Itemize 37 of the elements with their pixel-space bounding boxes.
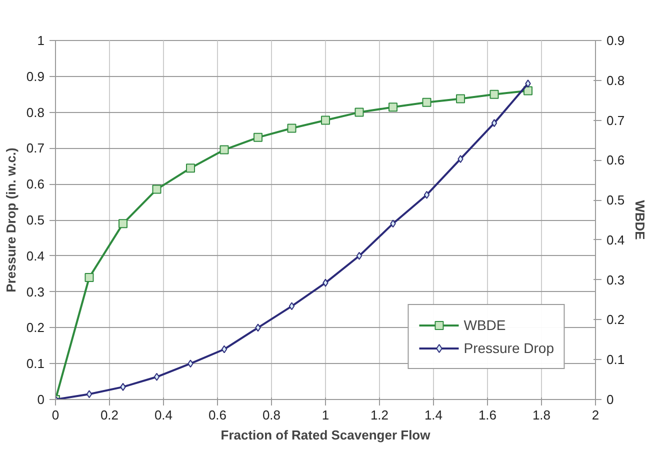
- x-tick-label: 0.2: [100, 408, 119, 422]
- x-tick-label: 0: [52, 408, 60, 422]
- legend-label: Pressure Drop: [464, 340, 554, 356]
- x-tick-label: 1: [322, 408, 330, 422]
- y-axis-title: Pressure Drop (in. w.c.): [3, 148, 18, 292]
- y-tick-label: 0.9: [26, 68, 45, 84]
- y-tick-label: 0.1: [26, 356, 45, 372]
- y-tick-label: 0.8: [26, 104, 45, 120]
- x-tick-label: 2: [592, 408, 600, 422]
- y2-axis-title: WBDE: [632, 200, 648, 240]
- y-tick-label: 0.2: [26, 320, 45, 336]
- y-tick-label: 0.7: [26, 140, 45, 156]
- y2-tick-label: 0: [606, 392, 614, 407]
- x-tick-label: 1.4: [424, 408, 443, 422]
- x-axis-title: Fraction of Rated Scavenger Flow: [220, 428, 432, 442]
- y-tick-label: 1: [37, 33, 45, 48]
- x-tick-label: 0.8: [262, 408, 281, 422]
- y-tick-label: 0: [37, 392, 45, 407]
- y2-tick-label: 0.9: [606, 33, 625, 48]
- x-tick-label: 0.6: [208, 408, 227, 422]
- y2-tick-label: 0.6: [606, 152, 625, 168]
- y2-tick-label: 0.1: [606, 352, 625, 368]
- x-tick-label: 1.6: [478, 408, 497, 422]
- y2-tick-label: 0.5: [606, 192, 625, 208]
- x-tick-label: 1.8: [532, 408, 551, 422]
- y-tick-label: 0.4: [26, 248, 45, 264]
- y-tick-label: 0.3: [26, 284, 45, 300]
- legend-label: WBDE: [464, 317, 506, 333]
- x-tick-label: 1.2: [370, 408, 389, 422]
- y2-tick-label: 0.4: [606, 232, 625, 248]
- y-tick-label: 0.5: [26, 212, 45, 228]
- y2-tick-label: 0.3: [606, 272, 625, 288]
- y2-tick-label: 0.8: [606, 72, 625, 88]
- y2-tick-label: 0.2: [606, 312, 625, 328]
- y2-tick-label: 0.7: [606, 112, 625, 128]
- y-tick-label: 0.6: [26, 176, 45, 192]
- x-tick-label: 0.4: [154, 408, 173, 422]
